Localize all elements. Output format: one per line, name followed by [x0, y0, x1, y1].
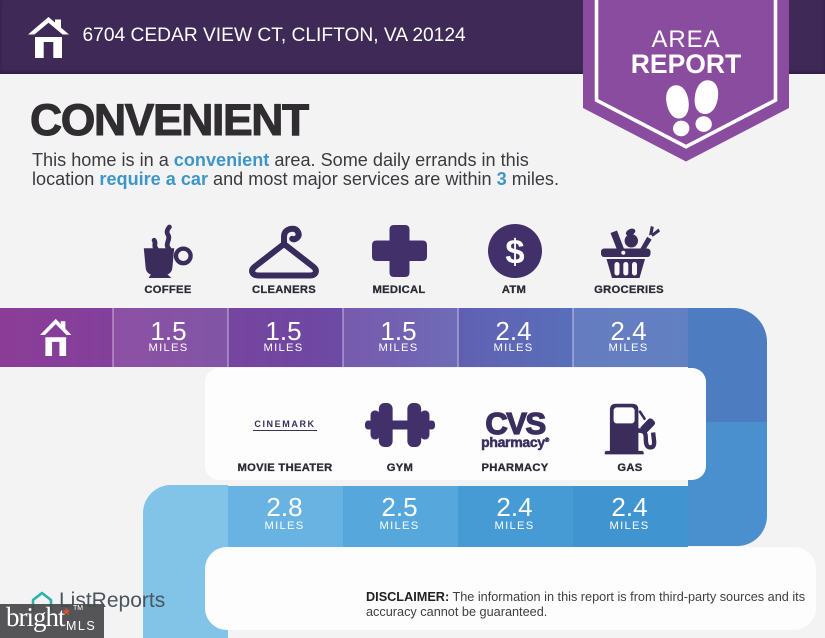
- svg-text:AREA: AREA: [652, 26, 721, 53]
- svg-text:$: $: [505, 233, 524, 271]
- svg-text:REPORT: REPORT: [631, 49, 741, 79]
